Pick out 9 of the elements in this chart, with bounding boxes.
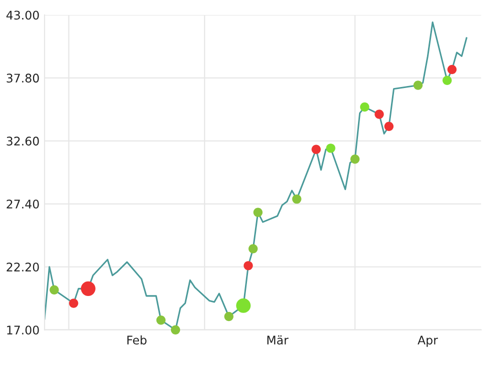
x-tick-label: Feb xyxy=(127,335,146,345)
y-tick-label: 17.00 xyxy=(7,326,39,335)
x-tick-label: Apr xyxy=(418,336,438,347)
x-tick-label: Mär xyxy=(267,335,288,345)
y-tick-label: 32.60 xyxy=(6,136,39,146)
y-tick-label: 27.40 xyxy=(6,200,39,209)
y-tick-label: 22.20 xyxy=(6,262,39,272)
y-tick-label: 37.80 xyxy=(6,74,39,83)
y-tick-label: 43.00 xyxy=(6,10,39,20)
